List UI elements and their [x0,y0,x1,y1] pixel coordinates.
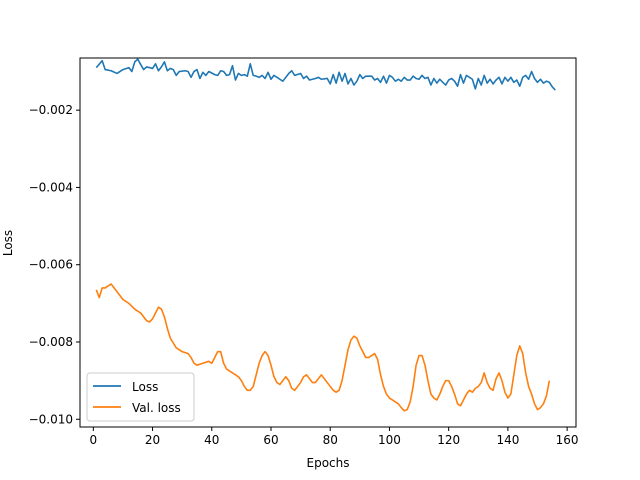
legend-box [86,372,195,422]
legend-label-val-loss: Val. loss [132,401,181,415]
plot-area [80,58,576,427]
x-tick-label: 80 [323,433,338,447]
x-tick-label: 140 [496,433,519,447]
y-tick-label: −0.008 [29,335,73,349]
series-line-val-loss [95,283,551,412]
x-tick-label: 60 [263,433,278,447]
x-tick-label: 40 [204,433,219,447]
x-tick-label: 0 [90,433,98,447]
x-tick-label: 120 [437,433,460,447]
legend-label-loss: Loss [132,380,158,394]
series-line-loss [95,58,556,91]
y-tick-label: −0.010 [29,412,73,426]
x-tick-label: 160 [556,433,579,447]
plot-frame [79,57,577,428]
legend: Loss Val. loss [86,372,195,422]
y-axis-label: Loss [1,230,15,256]
y-tick-label: −0.002 [29,103,73,117]
y-tick-label: −0.006 [29,258,73,272]
x-axis-ticks: 0 20 40 60 80 100 120 140 160 [90,427,579,447]
y-axis-ticks: −0.002 −0.004 −0.006 −0.008 −0.010 [29,103,80,426]
x-axis-label: Epochs [307,456,350,470]
x-tick-label: 100 [378,433,401,447]
x-tick-label: 20 [145,433,160,447]
series-layer [95,58,556,412]
y-tick-label: −0.004 [29,180,73,194]
